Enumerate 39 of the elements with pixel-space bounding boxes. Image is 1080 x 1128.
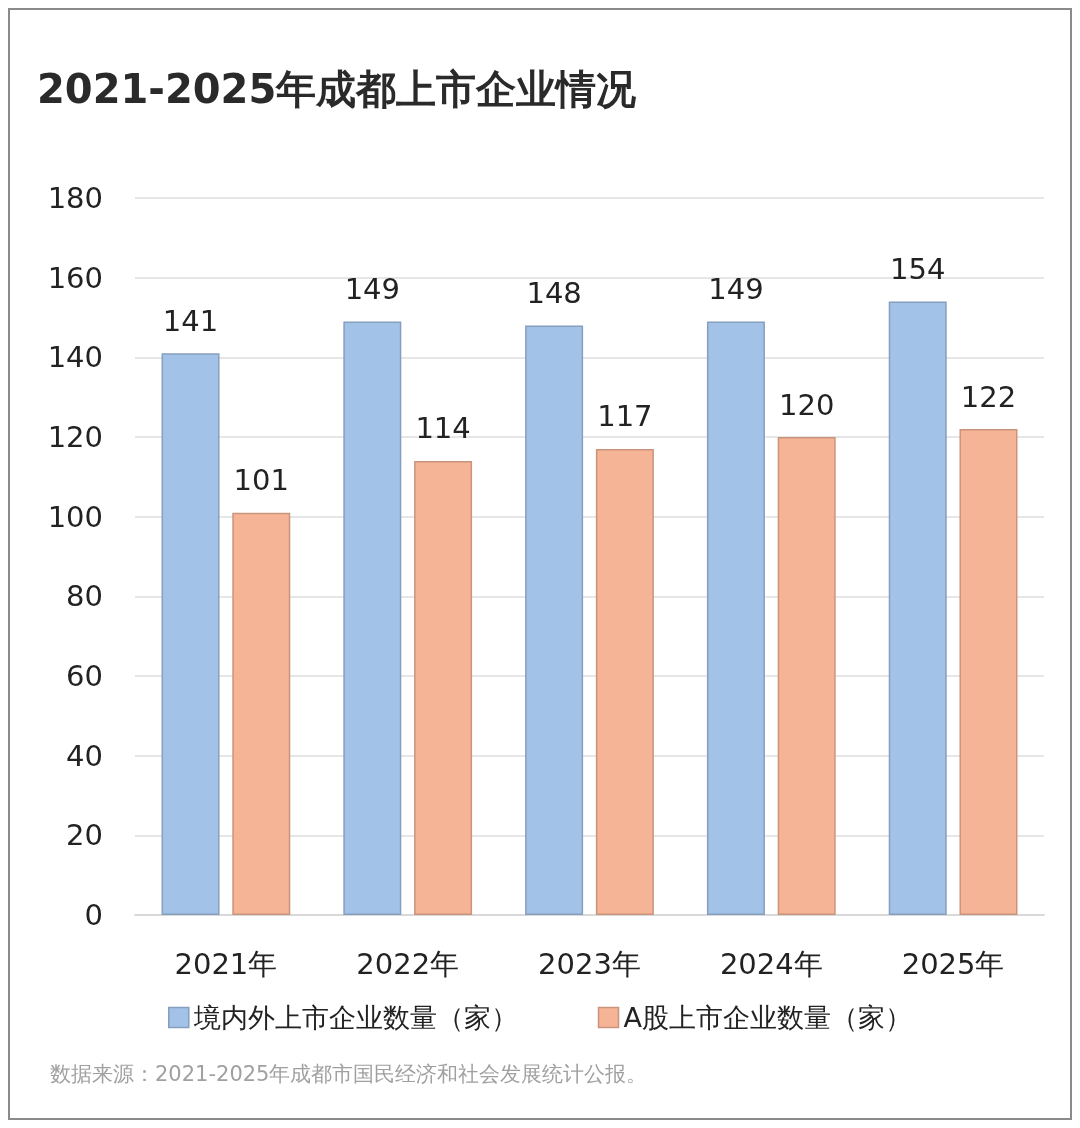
data-label: 148 (526, 275, 582, 310)
legend-label: A股上市企业数量（家） (623, 1002, 912, 1033)
y-tick-label: 160 (47, 260, 103, 295)
data-label: 154 (890, 252, 946, 287)
data-label: 149 (344, 271, 400, 306)
chart-title: 2021-2025年成都上市企业情况 (37, 66, 637, 112)
y-tick-label: 180 (47, 181, 103, 215)
y-tick-label: 140 (47, 340, 103, 375)
bar (414, 460, 473, 915)
bar (525, 325, 584, 915)
data-label: 101 (233, 463, 289, 498)
bar (343, 321, 402, 915)
legend-label: 境内外上市企业数量（家） (192, 1002, 518, 1033)
bar (595, 448, 654, 915)
bar (888, 301, 947, 915)
data-label: 141 (162, 303, 219, 338)
source-note: 数据来源：2021-2025年成都市国民经济和社会发展统计公报。 (50, 1061, 648, 1086)
bar (232, 512, 291, 915)
bar (777, 437, 836, 915)
bar (959, 429, 1018, 915)
y-tick-label: 0 (84, 898, 103, 932)
y-tick-label: 80 (66, 579, 103, 614)
y-tick-label: 120 (47, 420, 103, 454)
x-tick-label: 2021年 (174, 946, 278, 981)
data-label: 114 (415, 411, 471, 446)
data-label: 122 (960, 379, 1017, 414)
data-label: 149 (708, 271, 764, 306)
y-tick-label: 100 (47, 499, 103, 534)
bar (706, 321, 765, 915)
x-tick-label: 2025年 (901, 946, 1005, 981)
y-tick-label: 60 (66, 659, 103, 693)
data-label: 120 (779, 387, 835, 422)
y-tick-label: 40 (66, 738, 103, 773)
x-tick-label: 2023年 (538, 946, 641, 981)
y-tick-label: 20 (66, 818, 103, 853)
data-label: 117 (597, 399, 653, 434)
x-tick-label: 2022年 (356, 946, 460, 981)
bar (161, 353, 220, 915)
x-tick-label: 2024年 (719, 946, 823, 981)
